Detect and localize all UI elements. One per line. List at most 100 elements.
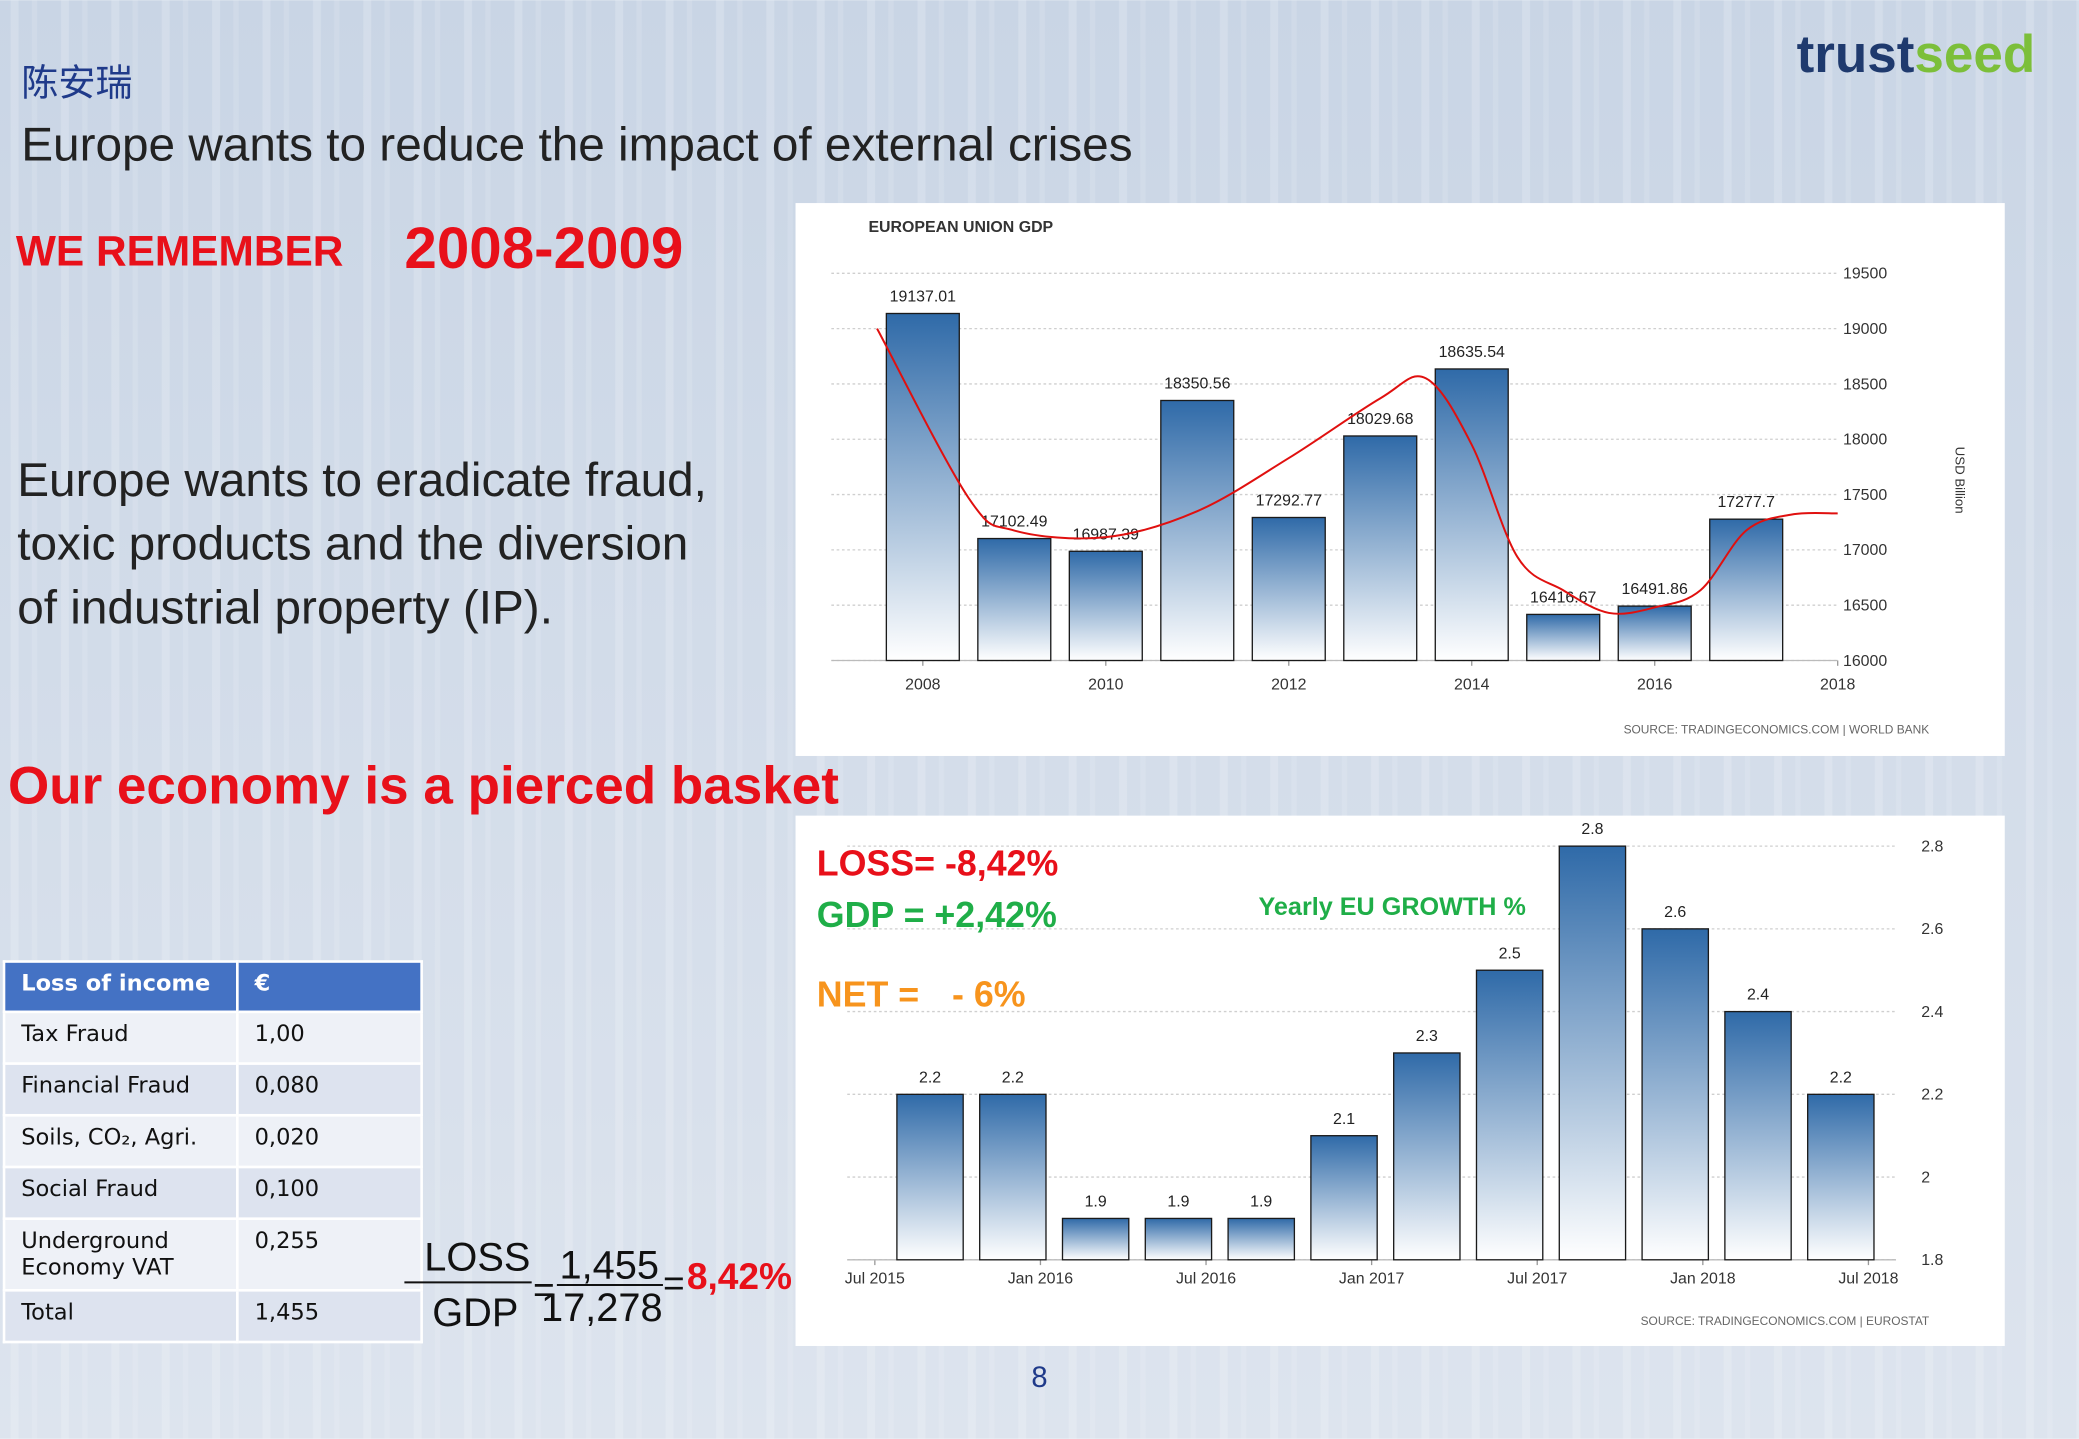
x-tick-label: Jan 2018 [1670,1271,1736,1288]
bar [1160,399,1235,662]
bar [1393,1052,1461,1261]
table-cell: Financial Fraud [2,1062,239,1117]
data-label: 2.1 [1333,1111,1355,1128]
table-cell: 0,020 [236,1113,423,1169]
formula-text: 17,278 [541,1286,663,1330]
y-tick-label: 1.8 [1921,1252,1943,1269]
bar [1310,1135,1378,1261]
data-label: 2.8 [1581,821,1603,838]
bar [1617,605,1692,662]
y-tick-label: 16500 [1843,597,1887,614]
data-label: 1.9 [1250,1194,1272,1211]
data-label: 17277.7 [1717,494,1775,511]
annotation: NET = [817,975,919,1015]
y-tick-label: 19500 [1843,266,1887,283]
bar [1068,550,1143,662]
table-row: Underground Economy VAT 0,255 [2,1217,423,1292]
data-label: 2.5 [1499,945,1521,962]
bar [1251,516,1326,662]
data-label: 17102.49 [981,514,1047,531]
y-tick-label: 18000 [1843,432,1887,449]
annotation: GDP = +2,42% [817,895,1057,935]
bar [1807,1093,1875,1261]
data-label: 16987.39 [1073,526,1139,543]
data-label: 2.2 [1002,1069,1024,1086]
logo-part: seed [1914,25,2035,84]
x-tick-label: Jan 2017 [1339,1271,1405,1288]
y-tick-label: 17500 [1843,487,1887,504]
x-tick-label: Jul 2018 [1838,1271,1898,1288]
y-tick-label: 19000 [1843,321,1887,338]
table-cell: Soils, CO₂, Agri. [2,1113,239,1169]
formula-text: GDP [432,1291,518,1335]
bar [1061,1217,1130,1261]
y-tick-label: 2 [1921,1169,1930,1186]
x-tick-label: 2008 [905,677,941,694]
bar [1724,1010,1792,1261]
formula-text: = [663,1262,685,1304]
paragraph-line: Europe wants to eradicate fraud, [17,454,707,507]
data-label: 2.3 [1416,1028,1438,1045]
table: Loss of income € Tax Fraud 1,00 Financial F… [2,960,423,1344]
table-wrap: Loss of income € Tax Fraud 1,00 Financial F… [2,960,423,1344]
bar [977,537,1052,662]
headline-prefix: WE REMEMBER [16,227,343,274]
formula-result: 8,42% [687,1255,792,1297]
x-tick-label: 2018 [1820,677,1856,694]
header-cell: Loss of income [2,960,239,1014]
y-tick-label: 2.4 [1921,1004,1943,1021]
data-label: 2.2 [1830,1069,1852,1086]
bar [896,1093,964,1261]
paragraph-line: of industrial property (IP). [17,581,553,634]
trend-line [876,328,1838,615]
table-row: Total 1,455 [2,1288,423,1344]
table-row: Soils, CO₂, Agri. 0,020 [2,1113,423,1169]
data-label: 18029.68 [1347,411,1413,428]
data-label: 16416.67 [1530,589,1596,606]
table-row: Tax Fraud 1,00 [2,1010,423,1065]
logo: trustseed [1797,25,2036,84]
gdp-chart: EUROPEAN UNION GDP USD Billion SOURCE: TRA… [831,219,1968,736]
table-cell: Total [2,1288,239,1344]
table-row: Social Fraud 0,100 [2,1165,423,1221]
chart-title: EUROPEAN UNION GDP [868,219,1053,236]
table-cell: Tax Fraud [2,1010,239,1065]
bar [1475,969,1544,1261]
data-label: 2.4 [1747,987,1769,1004]
data-label: 18635.54 [1439,344,1505,361]
data-label: 16491.86 [1622,581,1688,598]
x-tick-label: Jul 2017 [1507,1271,1567,1288]
data-label: 18350.56 [1164,376,1230,393]
header-cell: € [236,960,423,1014]
bar [1227,1217,1296,1261]
formula-text: LOSS [424,1235,530,1279]
chart-annotation: Yearly EU GROWTH % [1259,893,1526,921]
y-tick-label: 18500 [1843,376,1887,393]
y-tick-label: 17000 [1843,542,1887,559]
x-tick-label: Jul 2016 [1176,1271,1236,1288]
data-label: 2.2 [919,1069,941,1086]
slide-title: Europe wants to reduce the impact of ext… [21,119,1132,172]
y-tick-label: 2.6 [1921,921,1943,938]
y-tick-label: 2.8 [1921,838,1943,855]
growth-chart: Yearly EU GROWTH % SOURCE: TRADINGECONOMI… [845,821,1944,1328]
chart-source: SOURCE: TRADINGECONOMICS.COM | EUROSTAT [1641,1314,1930,1328]
headline-years: 2008-2009 [404,216,683,281]
bar [1641,928,1710,1261]
formula-text: 1,455 [560,1243,660,1287]
page-number: 8 [1031,1362,1047,1394]
data-label: 2.6 [1664,904,1686,921]
annotation: - 6% [952,975,1026,1015]
bar [1709,518,1784,662]
bar [1434,368,1509,662]
table-cell: 0,255 [236,1217,423,1292]
bar [979,1093,1047,1261]
table-cell: Social Fraud [2,1165,239,1221]
table-header: Loss of income € [2,960,423,1014]
x-tick-label: Jan 2016 [1008,1271,1074,1288]
data-label: 1.9 [1167,1194,1189,1211]
logo-part: trust [1797,25,1915,84]
data-label: 17292.77 [1256,493,1322,510]
